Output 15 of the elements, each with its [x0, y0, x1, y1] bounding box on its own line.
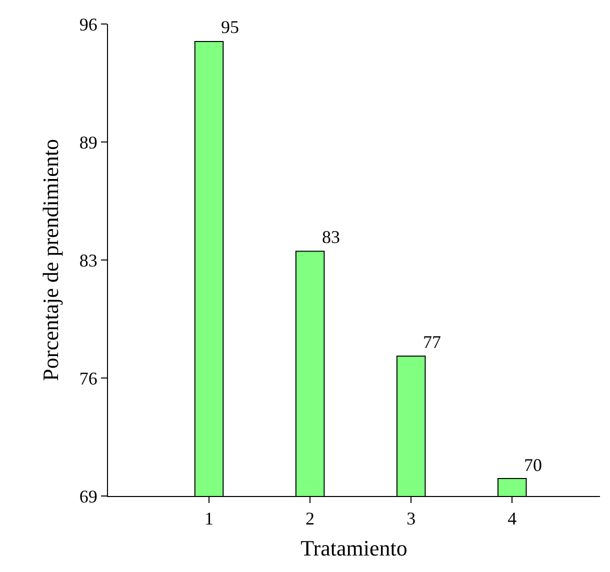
y-axis-title: Porcentaje de prendimiento — [38, 139, 64, 381]
data-label: 77 — [423, 332, 441, 352]
data-label: 83 — [322, 227, 340, 247]
data-label: 70 — [524, 455, 542, 475]
x-tick-label: 4 — [508, 508, 517, 529]
x-tick-label: 1 — [204, 508, 214, 529]
y-tick-label: 76 — [79, 368, 98, 388]
x-tick-label: 3 — [406, 508, 416, 529]
x-tick-label: 2 — [306, 508, 315, 529]
data-label: 95 — [221, 17, 239, 37]
y-tick-label: 83 — [79, 250, 98, 270]
y-tick-label: 96 — [79, 14, 98, 34]
y-tick-label: 89 — [79, 132, 98, 152]
y-tick-label: 69 — [79, 486, 98, 506]
x-axis-title: Tratamiento — [300, 536, 408, 560]
